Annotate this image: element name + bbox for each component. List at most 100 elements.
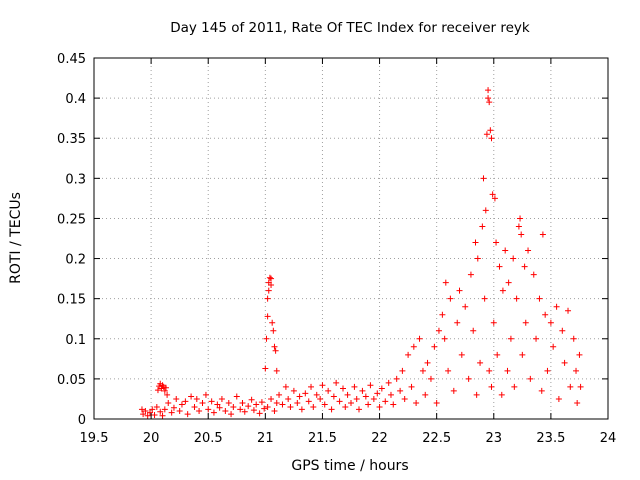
data-point xyxy=(191,403,198,410)
data-point xyxy=(550,343,557,350)
data-point xyxy=(486,99,493,106)
data-point xyxy=(470,327,477,334)
y-tick-label: 0 xyxy=(78,413,86,428)
data-point xyxy=(487,127,494,134)
data-point xyxy=(511,383,518,390)
data-point xyxy=(276,391,283,398)
data-point xyxy=(504,367,511,374)
data-point xyxy=(266,274,273,281)
data-point xyxy=(210,409,217,416)
data-point xyxy=(450,387,457,394)
data-point xyxy=(285,395,292,402)
data-point xyxy=(159,412,166,419)
data-point xyxy=(272,347,279,354)
data-point xyxy=(313,391,320,398)
data-point xyxy=(245,403,252,410)
y-tick-label: 0.15 xyxy=(57,293,86,308)
data-point xyxy=(262,365,269,372)
data-point xyxy=(268,395,275,402)
data-point xyxy=(263,335,270,342)
data-point xyxy=(365,401,372,408)
data-point xyxy=(542,311,549,318)
data-point xyxy=(496,263,503,270)
data-point xyxy=(305,398,312,405)
data-point xyxy=(273,367,280,374)
data-point xyxy=(268,275,275,282)
data-point xyxy=(538,387,545,394)
data-point xyxy=(146,409,153,416)
axis-ticks xyxy=(93,57,609,420)
data-point xyxy=(317,395,324,402)
data-point xyxy=(178,401,185,408)
data-point xyxy=(378,385,385,392)
data-point xyxy=(162,384,169,391)
y-tick-label: 0.05 xyxy=(57,373,86,388)
data-point xyxy=(328,406,335,413)
data-point xyxy=(184,411,191,418)
x-tick-label: 20 xyxy=(143,431,160,446)
data-point xyxy=(387,391,394,398)
data-point xyxy=(273,399,280,406)
data-point xyxy=(416,335,423,342)
x-tick-label: 23.5 xyxy=(536,431,565,446)
data-point xyxy=(258,399,265,406)
data-point xyxy=(202,391,209,398)
data-point xyxy=(359,387,366,394)
data-point xyxy=(248,396,255,403)
data-point xyxy=(333,379,340,386)
data-point xyxy=(250,407,257,414)
data-point xyxy=(153,403,160,410)
data-point xyxy=(353,395,360,402)
data-point xyxy=(510,255,517,262)
data-point xyxy=(256,410,263,417)
data-point xyxy=(157,408,164,415)
data-point xyxy=(144,412,151,419)
data-point xyxy=(493,239,500,246)
data-point xyxy=(140,411,147,418)
data-point xyxy=(170,404,177,411)
y-tick-label: 0.4 xyxy=(65,92,86,107)
data-point xyxy=(228,411,235,418)
data-point xyxy=(431,343,438,350)
data-point xyxy=(302,390,309,397)
data-point xyxy=(577,383,584,390)
data-point xyxy=(479,223,486,230)
data-point xyxy=(477,359,484,366)
data-point xyxy=(154,387,161,394)
data-point xyxy=(385,379,392,386)
data-point xyxy=(527,375,534,382)
data-point xyxy=(165,399,172,406)
data-point xyxy=(218,395,225,402)
data-point xyxy=(499,287,506,294)
data-point xyxy=(488,383,495,390)
y-tick-label: 0.25 xyxy=(57,212,86,227)
x-tick-labels: 19.5 20 20.5 21 21.5 22 22.5 23 23.5 24 xyxy=(80,431,617,446)
data-point xyxy=(481,295,488,302)
data-point xyxy=(253,401,260,408)
data-point xyxy=(490,319,497,326)
data-point xyxy=(390,401,397,408)
data-point xyxy=(505,279,512,286)
data-point xyxy=(336,398,343,405)
data-point xyxy=(196,407,203,414)
data-point xyxy=(456,287,463,294)
data-point xyxy=(182,398,189,405)
data-point xyxy=(530,271,537,278)
data-point xyxy=(525,247,532,254)
x-tick-label: 21 xyxy=(257,431,274,446)
chart-title: Day 145 of 2011, Rate Of TEC Index for r… xyxy=(170,20,530,36)
x-tick-label: 19.5 xyxy=(80,431,109,446)
data-point xyxy=(325,387,332,394)
data-point xyxy=(261,405,268,412)
data-point xyxy=(370,395,377,402)
data-point xyxy=(513,295,520,302)
data-point xyxy=(565,307,572,314)
data-point xyxy=(161,387,168,394)
data-point xyxy=(268,282,275,289)
data-point xyxy=(376,403,383,410)
data-point xyxy=(308,383,315,390)
data-point xyxy=(515,223,522,230)
data-point xyxy=(399,367,406,374)
data-point xyxy=(465,375,472,382)
